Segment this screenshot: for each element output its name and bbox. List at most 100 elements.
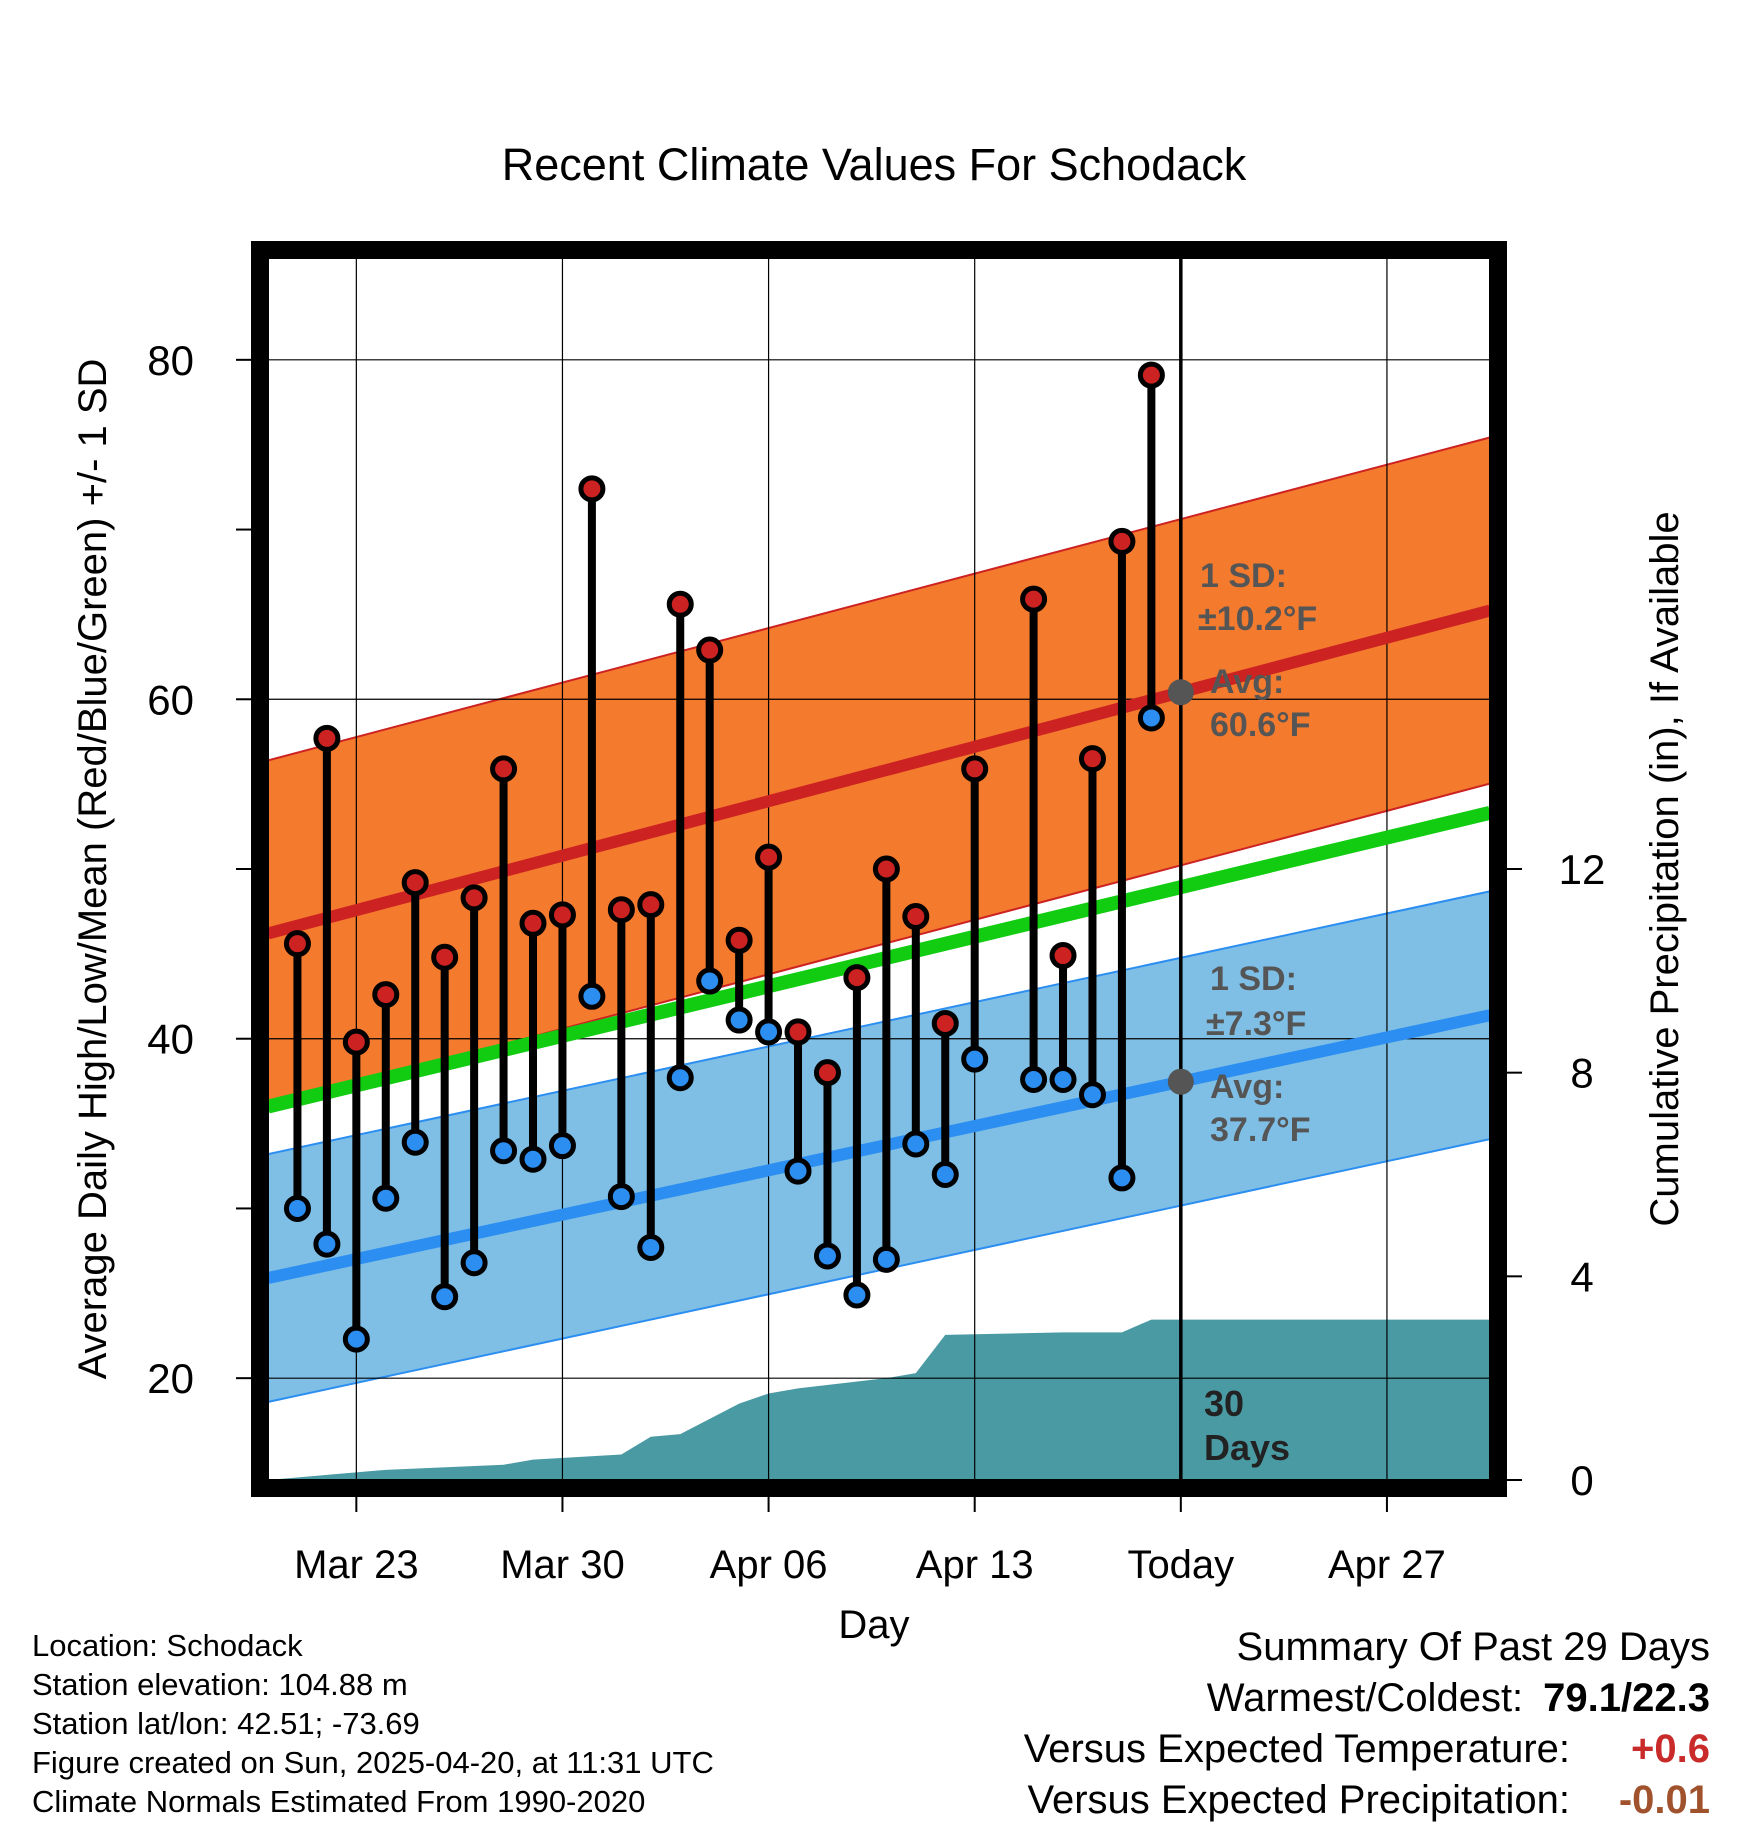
- daily-low-point: [1078, 1081, 1106, 1109]
- daily-high-point: [607, 896, 635, 924]
- low-avg-title: Avg:: [1210, 1068, 1284, 1106]
- high-sd-value: ±10.2°F: [1198, 600, 1317, 638]
- daily-low-point: [1137, 704, 1165, 732]
- daily-low-point: [872, 1245, 900, 1273]
- daily-low-point: [313, 1230, 341, 1258]
- daily-high-point: [1020, 585, 1048, 613]
- y2-tick-label: 12: [1559, 846, 1606, 893]
- daily-low-point: [342, 1325, 370, 1353]
- station-info: Location: Schodack Station elevation: 10…: [32, 1626, 714, 1821]
- high-avg-value: 60.6°F: [1210, 706, 1311, 744]
- daily-low-point: [696, 967, 724, 995]
- daily-low-point: [578, 982, 606, 1010]
- daily-low-point: [372, 1184, 400, 1212]
- temp-departure-row: Versus Expected Temperature: +0.6: [1024, 1724, 1710, 1775]
- low-avg-marker: [1167, 1068, 1194, 1095]
- precip-departure-value: -0.01: [1618, 1778, 1710, 1822]
- location-text: Location: Schodack: [32, 1628, 303, 1663]
- days-label: Days: [1204, 1427, 1290, 1468]
- daily-high-point: [401, 869, 429, 897]
- daily-low-point: [548, 1132, 576, 1160]
- normals-period-text: Climate Normals Estimated From 1990-2020: [32, 1784, 646, 1819]
- daily-low-point: [931, 1161, 959, 1188]
- daily-low-point: [490, 1137, 518, 1165]
- precip-area: [268, 1319, 1490, 1480]
- daily-high-point: [813, 1059, 841, 1087]
- daily-low-point: [607, 1183, 635, 1211]
- high-normal-line: [268, 604, 1490, 940]
- daily-low-point: [1049, 1065, 1077, 1093]
- daily-observations: [283, 361, 1165, 1353]
- daily-high-point: [872, 855, 900, 883]
- daily-high-point: [431, 943, 459, 971]
- daily-high-point: [961, 755, 989, 783]
- x-axis-label: Day: [838, 1603, 909, 1647]
- daily-high-point: [283, 930, 311, 958]
- daily-high-point: [490, 755, 518, 783]
- created-text: Figure created on Sun, 2025-04-20, at 11…: [32, 1745, 714, 1780]
- daily-low-point: [519, 1145, 547, 1173]
- daily-high-point: [519, 909, 547, 937]
- chart-title: Recent Climate Values For Schodack: [502, 139, 1247, 190]
- y2-tick-label: 0: [1570, 1457, 1593, 1504]
- y-axis-label: Average Daily High/Low/Mean (Red/Blue/Gr…: [71, 359, 115, 1380]
- high-avg-title: Avg:: [1210, 663, 1284, 701]
- daily-high-point: [755, 843, 783, 871]
- daily-high-point: [578, 475, 606, 503]
- x-tick-label: Apr 27: [1328, 1543, 1446, 1587]
- daily-high-point: [784, 1018, 812, 1046]
- x-tick-label: Mar 23: [294, 1543, 419, 1587]
- precip-departure-row: Versus Expected Precipitation: -0.01: [1024, 1775, 1710, 1826]
- summary-panel: Summary Of Past 29 Days Warmest/Coldest:…: [1024, 1622, 1710, 1826]
- daily-high-point: [725, 926, 753, 954]
- plot-frame: [251, 241, 1507, 1497]
- y2-tick-label: 8: [1570, 1050, 1593, 1097]
- daily-low-point: [902, 1130, 930, 1158]
- days-count: 30: [1204, 1383, 1244, 1424]
- daily-high-point: [666, 590, 694, 618]
- daily-low-point: [1020, 1065, 1048, 1093]
- high-avg-marker: [1167, 679, 1194, 706]
- daily-low-point: [401, 1128, 429, 1156]
- y-tick-label: 40: [147, 1016, 194, 1063]
- daily-high-point: [637, 891, 665, 919]
- daily-low-point: [843, 1281, 871, 1309]
- y2-axis-label: Cumulative Precipitation (in), If Availa…: [1643, 511, 1687, 1226]
- daily-low-point: [813, 1242, 841, 1270]
- warmest-coldest-value: 79.1/22.3: [1543, 1676, 1710, 1720]
- warmest-coldest-row: Warmest/Coldest: 79.1/22.3: [1024, 1673, 1710, 1724]
- x-tick-label: Mar 30: [500, 1543, 625, 1587]
- daily-high-point: [902, 903, 930, 931]
- daily-low-point: [283, 1194, 311, 1222]
- daily-high-point: [548, 901, 576, 929]
- daily-low-point: [961, 1045, 989, 1073]
- daily-high-point: [843, 964, 871, 992]
- temp-departure-label: Versus Expected Temperature:: [1023, 1727, 1570, 1771]
- x-tick-label: Apr 13: [916, 1543, 1034, 1587]
- axes: 20 40 60 80 0 4 8 12 Mar 23 Mar 30 Apr 06 Apr 13 Tod…: [147, 337, 1605, 1587]
- daily-low-point: [637, 1233, 665, 1261]
- daily-low-point: [755, 1018, 783, 1046]
- daily-high-point: [1108, 527, 1136, 555]
- daily-low-point: [725, 1006, 753, 1034]
- y-tick-label: 20: [147, 1355, 194, 1402]
- daily-low-point: [460, 1249, 488, 1277]
- daily-high-point: [931, 1009, 959, 1037]
- low-sd-value: ±7.3°F: [1206, 1005, 1306, 1043]
- summary-heading: Summary Of Past 29 Days: [1236, 1625, 1710, 1669]
- y2-tick-label: 4: [1570, 1253, 1593, 1300]
- high-sd-title: 1 SD:: [1200, 557, 1287, 595]
- elevation-text: Station elevation: 104.88 m: [32, 1667, 408, 1702]
- x-tick-label: Apr 06: [710, 1543, 828, 1587]
- daily-low-point: [784, 1157, 812, 1185]
- latlon-text: Station lat/lon: 42.51; -73.69: [32, 1706, 420, 1741]
- daily-high-point: [372, 981, 400, 1009]
- precip-departure-label: Versus Expected Precipitation:: [1027, 1778, 1570, 1822]
- daily-high-point: [342, 1028, 370, 1056]
- daily-high-point: [460, 884, 488, 912]
- daily-high-point: [696, 636, 724, 664]
- y-tick-label: 80: [147, 337, 194, 384]
- temp-departure-value: +0.6: [1631, 1727, 1710, 1771]
- daily-low-point: [431, 1283, 459, 1311]
